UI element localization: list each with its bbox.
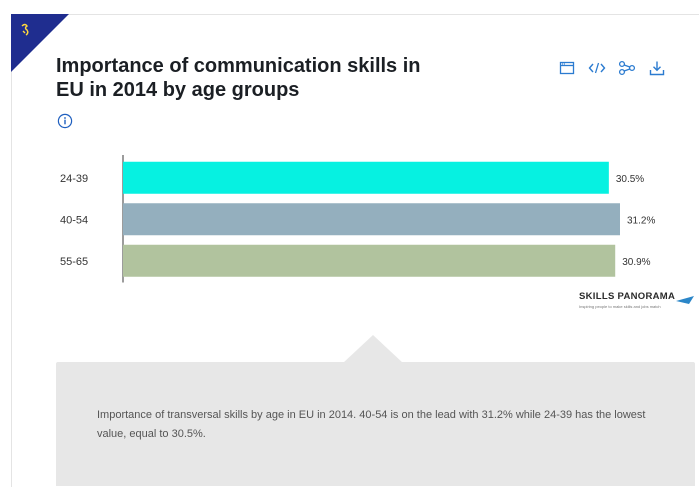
description-pointer [343,335,403,363]
category-label: 24-39 [60,173,88,185]
brand-tagline: Inspiring people to make skills and jobs… [579,304,661,309]
chart-title-line-1: Importance of communication skills in [56,55,421,77]
brand-name: SKILLS PANORAMA [579,291,676,302]
window-icon[interactable] [556,58,578,78]
chart-title: Importance of communication skills in EU… [56,54,476,102]
value-label: 31.2% [627,215,655,226]
value-label: 30.5% [616,174,644,185]
code-icon[interactable] [586,58,608,78]
bar-24-39[interactable] [123,161,609,194]
category-label: 40-54 [60,214,88,226]
corner-badge-icon [21,23,29,36]
chart-title-line-2: EU in 2014 by age groups [56,79,300,101]
value-label: 30.9% [622,257,650,268]
brand-arrow-icon [676,296,694,304]
bar-40-54[interactable] [123,203,620,236]
skills-panorama-logo[interactable]: SKILLS PANORAMA Inspiring people to make… [579,291,699,315]
description-text: Importance of transversal skills by age … [97,409,646,440]
corner-badge [11,14,69,72]
share-icon[interactable] [616,58,638,78]
description-box: Importance of transversal skills by age … [56,362,695,486]
download-icon[interactable] [646,58,668,78]
category-label: 55-65 [60,256,88,268]
bar-55-65[interactable] [123,244,616,277]
info-icon[interactable] [57,113,73,129]
